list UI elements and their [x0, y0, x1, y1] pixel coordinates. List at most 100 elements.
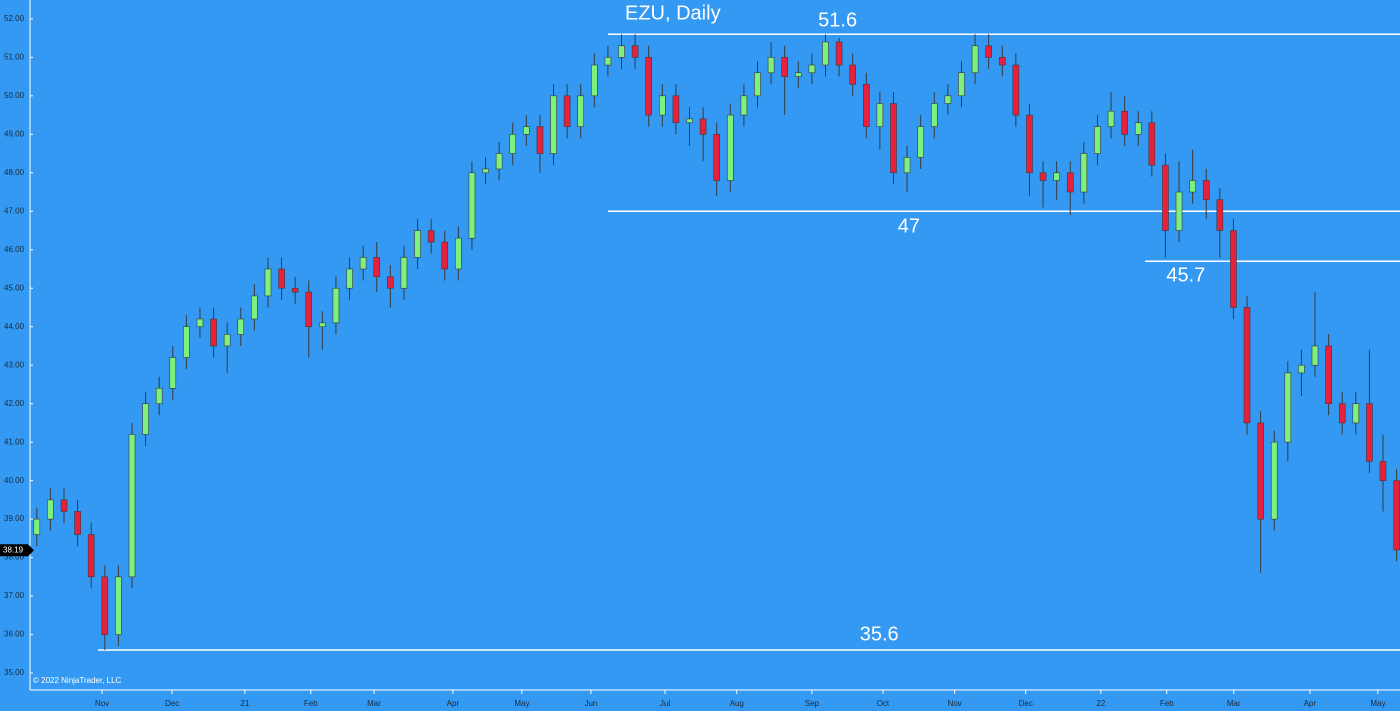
candle-body: [1366, 403, 1373, 462]
level-label: 35.6: [860, 623, 899, 645]
candle-body: [332, 287, 340, 324]
y-tick-label: 49.00: [4, 129, 25, 138]
x-tick-label: Feb: [304, 699, 318, 708]
candle-body: [1338, 403, 1346, 424]
candle-body: [1298, 364, 1305, 374]
candle-body: [441, 241, 449, 270]
candle-body: [1189, 180, 1196, 193]
footnote: © 2022 NinjaTrader, LLC: [33, 676, 122, 685]
candle-body: [1053, 172, 1060, 181]
candle-body: [577, 95, 585, 127]
candle-body: [387, 276, 394, 289]
candle-body: [1162, 164, 1169, 231]
candle-body: [251, 295, 258, 320]
candle-body: [604, 57, 612, 66]
candle-body: [468, 172, 476, 239]
candle-body: [400, 257, 408, 289]
x-tick-label: Jun: [584, 699, 597, 708]
candle-body: [414, 230, 421, 258]
y-tick-label: 45.00: [4, 283, 25, 292]
candle-body: [794, 72, 802, 77]
x-tick-label: Nov: [948, 699, 962, 708]
candle-body: [672, 95, 680, 124]
x-tick-label: Aug: [730, 699, 744, 708]
candle-body: [1202, 180, 1210, 201]
candle-body: [591, 64, 598, 97]
y-tick-label: 46.00: [4, 245, 25, 254]
y-tick-label: 41.00: [4, 437, 25, 446]
last-price-label: 38.19: [3, 545, 24, 554]
candle-body: [1026, 114, 1033, 174]
candle-body: [808, 64, 816, 74]
y-tick-label: 48.00: [4, 168, 25, 177]
candle-body: [373, 257, 381, 277]
candle-body: [1148, 122, 1156, 166]
y-tick-label: 35.00: [4, 668, 25, 677]
chart-title: EZU, Daily: [625, 2, 721, 24]
candle-body: [740, 95, 748, 116]
candle-body: [536, 126, 544, 154]
candle-body: [1230, 230, 1237, 308]
candle-body: [876, 103, 884, 127]
candle-body: [849, 64, 856, 85]
candle-body: [862, 83, 870, 127]
candle-body: [1216, 199, 1224, 231]
candle-body: [1121, 110, 1128, 135]
level-label: 45.7: [1166, 265, 1205, 287]
candle-body: [223, 334, 231, 347]
candle-body: [455, 237, 462, 270]
candle-body: [1325, 345, 1332, 404]
candle-body: [482, 168, 489, 174]
x-tick-label: Sep: [805, 699, 820, 708]
candle-body: [1066, 172, 1074, 193]
x-tick-label: May: [1370, 699, 1385, 708]
candle-body: [550, 95, 557, 154]
candle-body: [359, 257, 367, 270]
candle-body: [930, 103, 938, 127]
candle-body: [305, 291, 313, 328]
candle-body: [47, 499, 54, 520]
candle-body: [1039, 172, 1047, 181]
candle-body: [1270, 441, 1278, 520]
candle-body: [1257, 422, 1264, 520]
candle-body: [822, 41, 829, 66]
candle-body: [903, 157, 911, 174]
candle-body: [754, 72, 761, 97]
candle-body: [319, 322, 326, 328]
y-tick-label: 40.00: [4, 476, 25, 485]
last-price-marker: [0, 544, 34, 557]
y-tick-label: 43.00: [4, 360, 25, 369]
candle-body: [1284, 372, 1292, 443]
candle-body: [155, 387, 163, 404]
candle-body: [1352, 403, 1360, 424]
candle-body: [1175, 191, 1183, 231]
x-tick-label: May: [514, 699, 529, 708]
candle-body: [101, 576, 109, 635]
candle-body: [278, 268, 285, 289]
x-tick-label: Jul: [660, 699, 670, 708]
candle-body: [985, 45, 992, 58]
candle-body: [1243, 307, 1251, 424]
level-label: 47: [898, 216, 920, 238]
candle-body: [686, 118, 693, 124]
y-tick-label: 37.00: [4, 591, 25, 600]
y-tick-label: 44.00: [4, 322, 25, 331]
candle-body: [1094, 126, 1101, 154]
y-tick-label: 51.00: [4, 52, 25, 61]
candle-body: [767, 57, 775, 74]
candle-body: [74, 511, 81, 535]
x-tick-label: Dec: [165, 699, 179, 708]
candle-body: [196, 318, 204, 328]
candle-body: [563, 95, 571, 127]
y-tick-label: 36.00: [4, 630, 25, 639]
y-tick-label: 42.00: [4, 399, 25, 408]
candle-body: [971, 45, 979, 74]
candle-body: [781, 57, 788, 77]
candle-body: [958, 72, 965, 97]
y-tick-label: 52.00: [4, 14, 25, 23]
y-tick-label: 39.00: [4, 514, 25, 523]
y-tick-label: 50.00: [4, 91, 25, 100]
candle-body: [659, 95, 666, 116]
